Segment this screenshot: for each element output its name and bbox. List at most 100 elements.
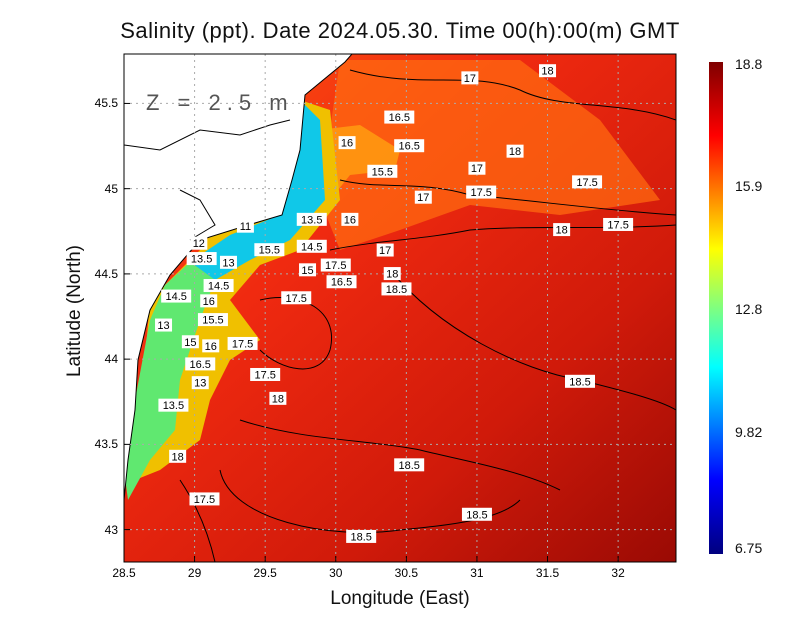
contour-label: 16 — [341, 212, 359, 226]
contour-label: 18 — [539, 64, 557, 78]
colorbar — [709, 62, 723, 554]
contour-label-text: 16.5 — [190, 359, 211, 371]
contour-label: 16.5 — [394, 139, 425, 153]
contour-labels: 18 17 16.5 16.5 16 15.5 18 17 17.5 17.5 17 13.5 16 14… — [155, 64, 634, 543]
y-tick-label: 45.5 — [94, 96, 118, 111]
contour-label: 11 — [236, 219, 254, 233]
contour-label-text: 18.5 — [398, 460, 419, 472]
contour-label: 17 — [414, 190, 432, 204]
contour-label: 18 — [169, 449, 187, 463]
contour-label-text: 17.5 — [470, 187, 491, 199]
contour-label-text: 15.5 — [202, 315, 223, 327]
contour-label: 17.5 — [250, 367, 281, 381]
contour-label-text: 18 — [172, 451, 184, 463]
figure-title: Salinity (ppt). Date 2024.05.30. Time 00… — [120, 18, 680, 43]
contour-label: 16.5 — [384, 110, 415, 124]
contour-label-text: 18 — [556, 225, 568, 237]
colorbar-tick-label: 9.82 — [735, 424, 763, 440]
contour-label-text: 14.5 — [301, 241, 322, 253]
contour-label: 17.5 — [603, 217, 634, 231]
contour-label: 18 — [383, 267, 401, 281]
contour-label: 16.5 — [326, 275, 357, 289]
contour-label: 15.5 — [197, 313, 228, 327]
contour-label: 15.5 — [254, 243, 285, 257]
contour-label: 15 — [299, 263, 317, 277]
contour-label-text: 13 — [222, 257, 234, 269]
contour-label-text: 18 — [272, 393, 284, 405]
contour-label: 18 — [269, 391, 287, 405]
contour-label-text: 16 — [344, 214, 356, 226]
contour-label-text: 11 — [240, 221, 251, 233]
coastal-green-band — [124, 262, 215, 500]
yellow-plume — [318, 125, 400, 200]
y-tick-label: 43.5 — [94, 437, 118, 452]
contour-label: 17.5 — [466, 185, 497, 199]
contour-label-text: 17.5 — [286, 293, 307, 305]
x-tick-label: 31 — [470, 566, 484, 580]
contour-label-text: 13.5 — [301, 214, 322, 226]
axis-ticks — [123, 102, 619, 562]
contour-label: 13.5 — [186, 252, 217, 266]
contour-label: 17.5 — [281, 291, 312, 305]
contour-label-text: 16.5 — [331, 277, 352, 289]
contour-label-text: 18 — [541, 66, 553, 78]
contour-label-text: 15.5 — [259, 245, 280, 257]
contour-label-text: 13 — [157, 320, 169, 332]
contour-label-text: 17.5 — [254, 369, 275, 381]
contour-label: 17.5 — [572, 175, 603, 189]
x-tick-label: 28.5 — [112, 566, 136, 580]
contour-label-text: 17 — [471, 163, 483, 175]
contour-label: 14.5 — [161, 289, 192, 303]
contour-label: 16.5 — [185, 357, 216, 371]
y-axis-label: Latitude (North) — [64, 245, 85, 378]
contour-label-text: 18.5 — [350, 531, 371, 543]
contour-label-text: 18 — [386, 269, 398, 281]
contour-label-text: 16 — [205, 341, 217, 353]
contour-label: 17 — [376, 243, 394, 257]
contour-label: 18.5 — [381, 282, 412, 296]
x-tick-label: 30.5 — [394, 566, 419, 580]
contour-label: 18.5 — [346, 529, 377, 543]
contour-label: 13.5 — [158, 398, 189, 412]
contour-label: 14.5 — [203, 278, 234, 292]
coastal-cyan-band — [190, 100, 325, 280]
x-tick-label: 31.5 — [535, 566, 560, 580]
contour-label-text: 14.5 — [208, 280, 229, 292]
contour-label-text: 13.5 — [191, 254, 212, 266]
contour-label: 18 — [553, 223, 571, 237]
contour-label-text: 18.5 — [386, 284, 407, 296]
contour-label-text: 17 — [464, 73, 476, 85]
x-tick-label: 30 — [329, 566, 343, 580]
colorbar-tick-label: 6.75 — [735, 540, 763, 556]
contour-label-text: 17.5 — [325, 260, 346, 272]
contour-label-text: 13.5 — [163, 400, 184, 412]
land-border-line — [124, 119, 291, 241]
orange-plume — [320, 60, 660, 250]
contour-label-text: 17.5 — [194, 494, 215, 506]
contour-label-text: 18.5 — [569, 376, 590, 388]
x-tick-label: 29 — [187, 566, 202, 580]
colorbar-tick-label: 12.8 — [735, 301, 763, 317]
contour-label: 17.5 — [189, 492, 220, 506]
contour-label: 16 — [200, 294, 218, 308]
contour-label: 18.5 — [461, 507, 492, 521]
contour-label-text: 16 — [203, 296, 215, 308]
contour-label-text: 17 — [417, 192, 429, 204]
depth-label: Z = 2.5 m — [146, 90, 294, 115]
contour-label-text: 16.5 — [389, 112, 410, 124]
contour-label: 17 — [461, 71, 479, 85]
contour-label: 16 — [338, 136, 356, 150]
contour-label: 13 — [219, 255, 237, 269]
contour-label: 18.5 — [565, 374, 595, 388]
contour-label-text: 16 — [341, 138, 353, 150]
contour-label: 18 — [506, 144, 524, 158]
contour-label-text: 15.5 — [372, 166, 393, 178]
contour-label-text: 18.5 — [466, 509, 487, 521]
contour-label: 15.5 — [367, 164, 398, 178]
x-axis-label: Longitude (East) — [330, 588, 470, 609]
contour-label: 12 — [190, 236, 208, 250]
contour-label: 13 — [191, 376, 209, 390]
x-tick-label: 32 — [611, 566, 625, 580]
